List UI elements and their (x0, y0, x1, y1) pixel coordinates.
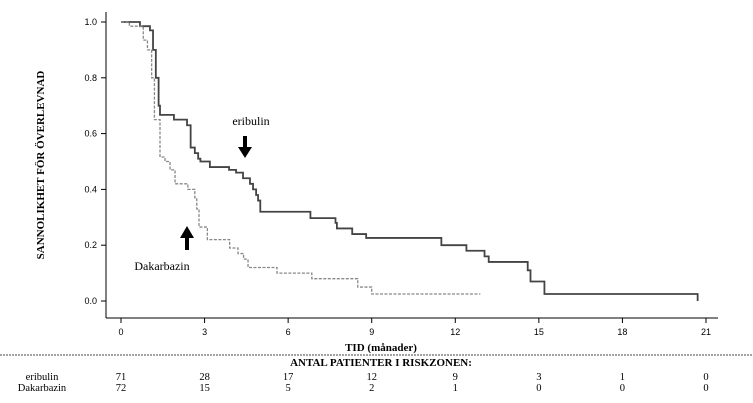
x-tick-label: 21 (701, 327, 711, 337)
arrow-up-icon (180, 226, 194, 250)
x-tick-label: 6 (286, 327, 291, 337)
x-tick-label: 3 (202, 327, 207, 337)
risk-count: 1 (453, 383, 458, 394)
risk-count: 1 (620, 372, 625, 383)
risk-count: 0 (536, 383, 541, 394)
y-tick-label: 1.0 (84, 17, 97, 27)
dakarbazin-annotation: Dakarbazin (134, 259, 189, 273)
risk-row-label: Dakarbazin (18, 383, 67, 394)
y-axis-label: SANNOLIKHET FÖR ÖVERLEVNAD (34, 71, 47, 260)
survival-curve-eribulin (121, 21, 699, 301)
axes: 0.0 0.2 0.4 0.6 0.8 1.0 0 3 6 9 12 15 18 21 (84, 12, 718, 337)
risk-table-title: ANTAL PATIENTER I RISKZONEN: (290, 357, 472, 369)
risk-count: 0 (620, 383, 625, 394)
risk-count: 0 (703, 383, 708, 394)
x-tick-label: 18 (617, 327, 627, 337)
risk-count: 9 (453, 372, 458, 383)
x-tick-label: 12 (450, 327, 460, 337)
risk-count: 15 (199, 383, 210, 394)
eribulin-annotation: eribulin (232, 114, 269, 128)
x-tick-label: 15 (534, 327, 544, 337)
y-tick-label: 0.6 (84, 129, 97, 139)
risk-count: 5 (286, 383, 291, 394)
survival-curves (121, 21, 699, 301)
risk-count: 17 (283, 372, 294, 383)
risk-count: 0 (703, 372, 708, 383)
risk-count: 28 (199, 372, 210, 383)
risk-count: 71 (116, 372, 127, 383)
y-tick-label: 0.4 (84, 184, 97, 194)
risk-count: 3 (536, 372, 541, 383)
risk-row-label: eribulin (26, 372, 59, 383)
arrow-down-icon (238, 136, 252, 158)
risk-count: 72 (116, 383, 127, 394)
y-tick-label: 0.0 (84, 296, 97, 306)
risk-count: 2 (369, 383, 374, 394)
risk-count: 12 (366, 372, 377, 383)
survival-curve-dakarbazin (121, 21, 481, 295)
x-tick-label: 0 (118, 327, 123, 337)
x-tick-label: 9 (369, 327, 374, 337)
y-tick-label: 0.8 (84, 73, 97, 83)
x-axis-label: TID (månader) (345, 342, 417, 354)
y-tick-label: 0.2 (84, 240, 97, 250)
